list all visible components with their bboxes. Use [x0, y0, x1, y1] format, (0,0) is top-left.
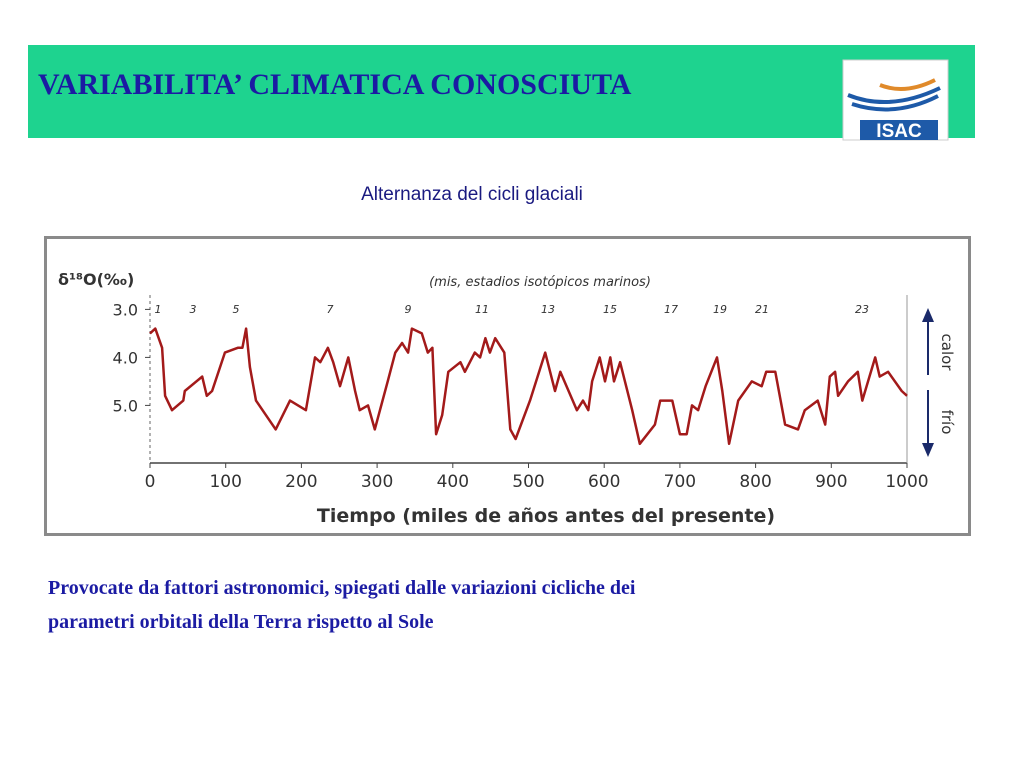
logo-wave	[879, 78, 936, 91]
x-tick-label: 400	[437, 472, 469, 492]
x-tick-label: 600	[588, 472, 620, 492]
stage-label: 21	[755, 303, 769, 316]
y-axis-label: δ¹⁸O(‰)	[58, 270, 134, 289]
x-tick-label: 900	[815, 472, 847, 492]
stage-label: 9	[405, 303, 412, 316]
stage-label: 17	[664, 303, 678, 316]
stage-label: 19	[713, 303, 727, 316]
logo-waves	[847, 86, 941, 112]
slide-title: VARIABILITA’ CLIMATICA CONOSCIUTA	[38, 68, 632, 101]
logo: ISAC	[842, 59, 949, 142]
stage-label: 7	[327, 303, 334, 316]
x-tick-label: 500	[512, 472, 544, 492]
header-bar	[28, 45, 975, 138]
x-tick-label: 100	[209, 472, 241, 492]
data-line	[149, 327, 908, 446]
arrow-head	[922, 308, 934, 322]
stage-label: 15	[603, 303, 617, 316]
stage-label: 23	[855, 303, 869, 316]
stage-label: 1	[155, 303, 162, 316]
stage-label: 13	[541, 303, 555, 316]
x-tick-label: 200	[285, 472, 317, 492]
logo-text: ISAC	[876, 121, 922, 142]
y-tick-label: 5.0	[113, 396, 138, 415]
x-axis-label: Tiempo (miles de años antes del presente…	[317, 505, 775, 527]
stage-label: 11	[475, 303, 489, 316]
stage-label: 3	[190, 303, 197, 316]
stage-label: 5	[233, 303, 240, 316]
chart: 3.0 4.0 5.0 0 100 200 300 400 500 600 700 800 900 100…	[58, 270, 956, 527]
caption-line: parametri orbitali della Terra rispetto …	[48, 611, 434, 633]
x-tick-label: 700	[664, 472, 696, 492]
annotation: (mis, estadios isotópicos marinos)	[429, 275, 651, 290]
x-tick-label: 1000	[885, 472, 928, 492]
x-tick-label: 300	[361, 472, 393, 492]
side-label: calor	[938, 334, 956, 372]
side-label: frío	[938, 410, 956, 435]
x-tick-label: 0	[145, 472, 156, 492]
y-tick-label: 3.0	[113, 300, 138, 319]
arrow-head	[922, 443, 934, 457]
y-tick-label: 4.0	[113, 348, 138, 367]
subtitle: Alternanza del cicli glaciali	[361, 184, 583, 205]
caption-line: Provocate da fattori astronomici, spiega…	[48, 577, 636, 599]
logo-band	[860, 120, 938, 140]
x-tick-label: 800	[739, 472, 771, 492]
